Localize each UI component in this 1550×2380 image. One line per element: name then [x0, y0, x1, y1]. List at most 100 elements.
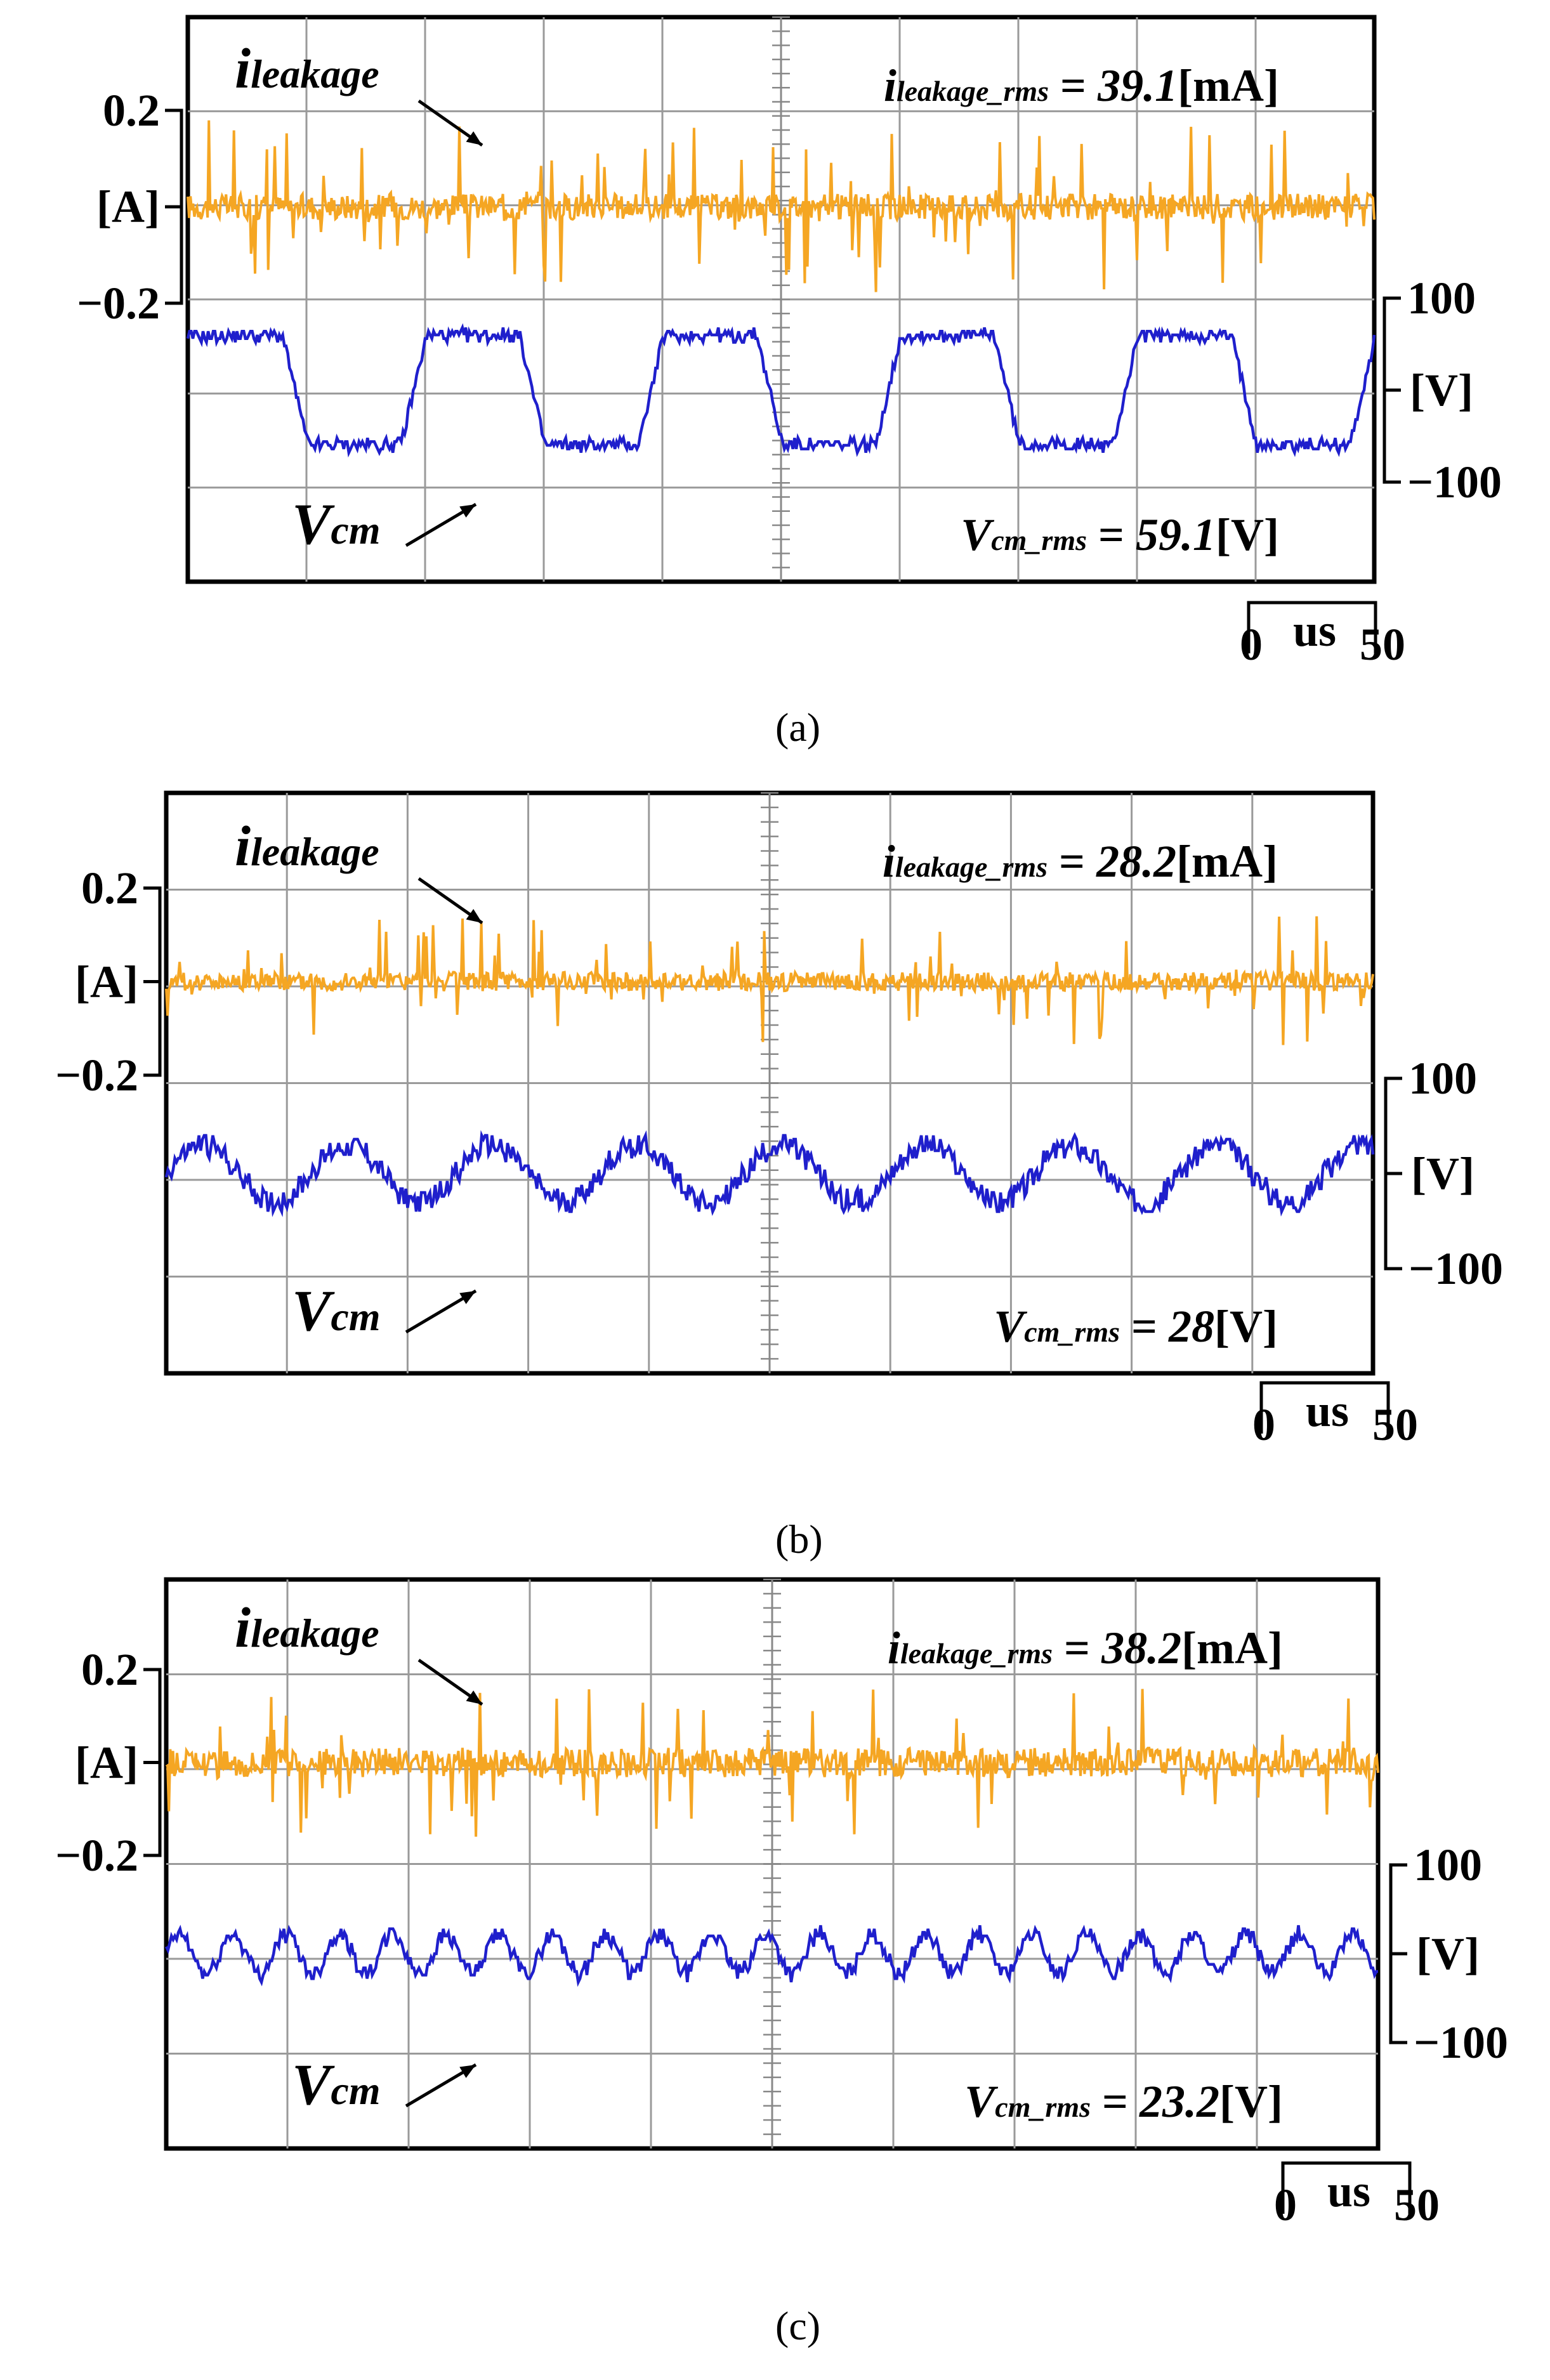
time-scale-bar [1281, 2161, 1412, 2214]
voltage-tick-label: [V] [1411, 1148, 1474, 1199]
ileak-rms-readout-rms-eq: = [1049, 60, 1098, 111]
vcm-annotation-main: V [292, 492, 331, 556]
ileak-rms-readout-rms-label-sub: leakage_rms [895, 851, 1048, 883]
voltage-tick-label: [V] [1416, 1928, 1480, 1979]
series-i-leakage [165, 1689, 1379, 1837]
time-scale-end: 50 [1360, 619, 1405, 670]
current-tick-label: [A] [75, 956, 138, 1007]
vcm-annotation-sub: cm [331, 1294, 381, 1339]
ileak-rms-readout-rms-value: 28.2 [1096, 836, 1177, 887]
vcm-rms-readout: Vcm_rms = 59.1[V] [961, 512, 1279, 558]
vcm-rms-readout-rms-value: 59.1 [1136, 509, 1216, 560]
vcm-annotation: Vcm [292, 2055, 381, 2114]
time-scale-start: 0 [1240, 619, 1263, 670]
vcm-rms-readout-rms-unit: [V] [1219, 2076, 1283, 2127]
ileak-annotation-main: i [235, 1597, 251, 1659]
vcm-rms-readout-rms-label-sub: cm_rms [1024, 1316, 1120, 1348]
current-tick-label: [A] [75, 1737, 138, 1788]
vcm-annotation-sub: cm [331, 507, 381, 552]
vcm-annotation-main: V [292, 2052, 331, 2117]
vcm-rms-readout-rms-eq: = [1087, 509, 1136, 560]
vcm-rms-readout-rms-eq: = [1091, 2076, 1140, 2127]
ileak-rms-readout-rms-label-sub: leakage_rms [900, 1637, 1053, 1670]
voltage-tick-label: 100 [1414, 1840, 1482, 1890]
vcm-rms-readout: Vcm_rms = 23.2[V] [964, 2079, 1283, 2124]
series-v-cm [164, 1925, 1378, 1987]
time-scale-start: 0 [1252, 1399, 1275, 1450]
time-scale-unit: us [1306, 1385, 1350, 1436]
voltage-tick-label: −100 [1409, 1243, 1504, 1294]
vcm-rms-readout: Vcm_rms = 28[V] [994, 1304, 1278, 1349]
ileak-rms-readout: ileakage_rms = 38.2[mA] [888, 1625, 1283, 1671]
current-tick-label: 0.2 [103, 85, 160, 136]
series-i-leakage [187, 120, 1376, 292]
panel-0 [165, 15, 1401, 653]
current-tick-label: −0.2 [55, 1050, 138, 1101]
ileak-annotation-sub: leakage [251, 829, 379, 874]
voltage-tick-label: [V] [1410, 365, 1473, 415]
ileak-rms-readout-rms-value: 38.2 [1101, 1623, 1182, 1673]
time-scale-start: 0 [1274, 2180, 1297, 2230]
vcm-arrow-head [459, 504, 476, 518]
vcm-arrow-head [459, 2065, 476, 2078]
ileak-rms-readout: ileakage_rms = 39.1[mA] [884, 63, 1279, 108]
ileak-rms-readout-rms-label-main: i [882, 836, 895, 887]
ileak-annotation-main: i [235, 37, 251, 100]
vcm-rms-readout-rms-label-main: V [961, 509, 992, 560]
ileak-annotation-main: i [235, 815, 251, 878]
time-scale-end: 50 [1372, 1399, 1418, 1450]
ileak-rms-readout-rms-eq: = [1048, 836, 1097, 887]
vcm-rms-readout-rms-unit: [V] [1214, 1301, 1278, 1352]
ileak-rms-readout-rms-unit: [mA] [1181, 1623, 1283, 1673]
ileak-rms-readout-rms-eq: = [1053, 1623, 1102, 1673]
panel-caption: (b) [775, 1517, 823, 1562]
current-tick-label: 0.2 [81, 863, 138, 913]
vcm-rms-readout-rms-label-main: V [994, 1301, 1025, 1352]
vcm-annotation: Vcm [292, 495, 381, 553]
ileak-arrow-head [466, 1690, 482, 1704]
vcm-rms-readout-rms-value: 23.2 [1140, 2076, 1220, 2127]
voltage-tick-label: −100 [1414, 2017, 1509, 2068]
ileak-rms-readout-rms-unit: [mA] [1176, 836, 1278, 887]
series-v-cm [164, 1130, 1375, 1217]
ileak-rms-readout: ileakage_rms = 28.2[mA] [883, 839, 1278, 884]
vcm-annotation: Vcm [292, 1281, 381, 1340]
panel-caption: (c) [775, 2303, 821, 2348]
vcm-rms-readout-rms-eq: = [1120, 1301, 1169, 1352]
ileak-annotation-sub: leakage [251, 1611, 379, 1656]
time-scale-end: 50 [1394, 2180, 1440, 2230]
ileak-annotation: ileakage [235, 41, 379, 98]
voltage-tick-label: 100 [1409, 1053, 1477, 1104]
vcm-rms-readout-rms-label-sub: cm_rms [991, 524, 1087, 556]
vcm-rms-readout-rms-label-sub: cm_rms [995, 2091, 1091, 2123]
vcm-rms-readout-rms-label-main: V [964, 2076, 995, 2127]
ileak-rms-readout-rms-label-main: i [887, 1623, 900, 1673]
time-scale-bar [1259, 1381, 1390, 1434]
voltage-tick-label: 100 [1407, 273, 1476, 324]
vcm-rms-readout-rms-value: 28 [1169, 1301, 1215, 1352]
panel-1 [143, 790, 1402, 1434]
ileak-annotation: ileakage [235, 1600, 379, 1657]
ileak-rms-readout-rms-label-sub: leakage_rms [896, 75, 1049, 107]
ileak-annotation-sub: leakage [251, 51, 379, 96]
vcm-arrow-head [459, 1291, 476, 1304]
series-v-cm [186, 323, 1376, 458]
current-tick-label: −0.2 [76, 278, 160, 329]
vcm-annotation-sub: cm [331, 2068, 381, 2113]
ileak-annotation: ileakage [235, 818, 379, 875]
ileak-arrow-head [466, 908, 482, 923]
voltage-tick-label: −100 [1407, 457, 1502, 507]
ileak-rms-readout-rms-unit: [mA] [1178, 60, 1279, 111]
current-tick-label: 0.2 [81, 1644, 138, 1695]
time-scale-bar [1247, 601, 1377, 653]
panel-2 [143, 1577, 1412, 2214]
ileak-arrow-head [466, 131, 482, 145]
time-scale-unit: us [1327, 2166, 1371, 2216]
panel-caption: (a) [775, 705, 821, 750]
vcm-rms-readout-rms-unit: [V] [1216, 509, 1279, 560]
series-i-leakage [165, 916, 1374, 1045]
current-tick-label: −0.2 [55, 1830, 138, 1881]
ileak-rms-readout-rms-value: 39.1 [1098, 60, 1178, 111]
